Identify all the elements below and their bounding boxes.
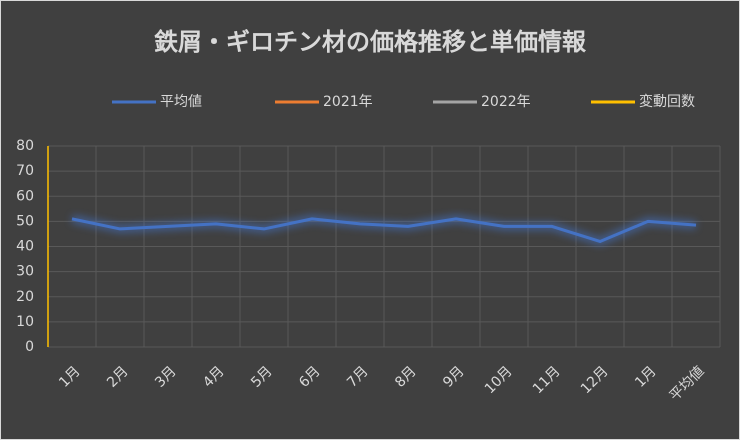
y-tick-label: 60 bbox=[16, 188, 34, 204]
legend-label: 平均値 bbox=[160, 94, 202, 110]
y-tick-label: 10 bbox=[16, 314, 34, 330]
y-tick-label: 80 bbox=[16, 138, 34, 154]
legend-label: 変動回数 bbox=[639, 93, 695, 110]
y-tick-label: 0 bbox=[25, 339, 34, 355]
y-tick-label: 70 bbox=[16, 163, 34, 179]
y-tick-label: 30 bbox=[16, 264, 34, 280]
y-tick-label: 40 bbox=[16, 239, 34, 255]
y-tick-label: 50 bbox=[16, 213, 34, 229]
legend-label: 2021年 bbox=[323, 94, 373, 110]
legend-label: 2022年 bbox=[481, 94, 531, 110]
chart-title: 鉄屑・ギロチン材の価格推移と単価情報 bbox=[154, 28, 587, 56]
series-line bbox=[71, 217, 697, 243]
y-tick-label: 20 bbox=[16, 289, 34, 305]
